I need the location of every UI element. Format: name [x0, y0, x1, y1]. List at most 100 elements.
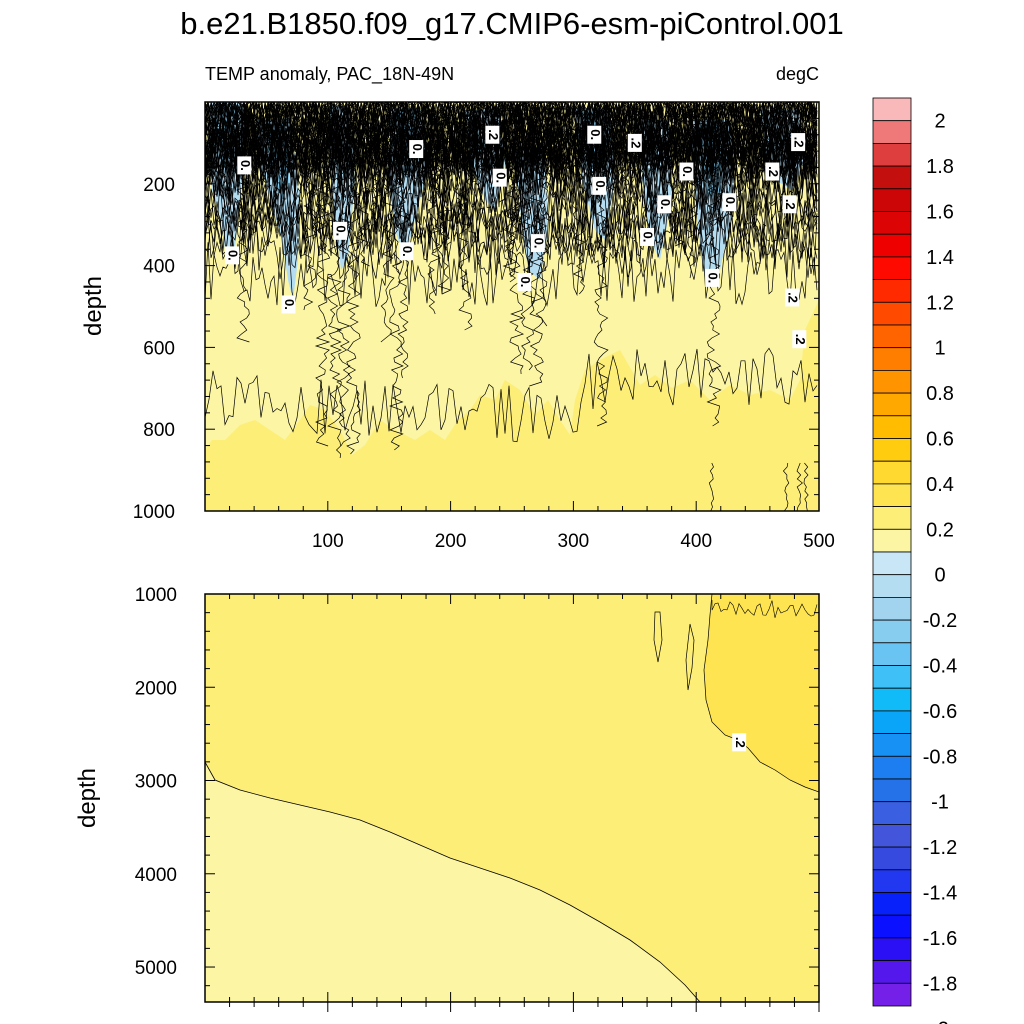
contour-label: .2 — [792, 330, 808, 349]
colorbar-label: 0 — [934, 565, 945, 587]
colorbar-label: 1.6 — [926, 202, 954, 224]
upper-y-tick-label: 200 — [143, 175, 175, 196]
contour-label: 0. — [399, 242, 415, 261]
colorbar-label: -1.4 — [923, 883, 957, 905]
contour-line — [205, 143, 818, 213]
colorbar-box — [872, 869, 912, 893]
contour-line — [706, 102, 722, 427]
contour-label: 0. — [517, 272, 533, 291]
contour-line — [205, 138, 818, 203]
colorbar-label: -2 — [931, 1019, 949, 1024]
svg-text:0.: 0. — [706, 272, 721, 283]
svg-text:0.: 0. — [282, 299, 297, 310]
lower-y-tick-label: 1000 — [135, 585, 177, 606]
contour-label: 0. — [705, 268, 721, 287]
colorbar-label: -0.2 — [923, 610, 957, 632]
lower-contour-labels: .2 — [732, 733, 748, 752]
svg-text:0.: 0. — [493, 172, 508, 183]
lower-contour-small-2 — [685, 623, 695, 691]
contour-line — [571, 102, 587, 295]
upper-x-tick-label: 500 — [803, 531, 835, 552]
colorbar-label: 0.4 — [926, 474, 954, 496]
contour-label: .2 — [784, 288, 801, 307]
colorbar-box — [872, 937, 912, 962]
colorbar-box — [872, 914, 912, 939]
contour-label: 0. — [587, 125, 603, 144]
colorbar-box — [872, 97, 912, 122]
contour-line — [457, 102, 473, 331]
colorbar-box — [872, 733, 912, 757]
colorbar-box — [872, 324, 912, 349]
contour-label: 0. — [679, 162, 695, 181]
svg-text:0.: 0. — [658, 199, 673, 210]
contour-label: .2 — [627, 133, 643, 152]
contour-label: 0. — [592, 176, 608, 195]
colorbar-label: -0.8 — [923, 746, 957, 768]
colorbar-label: 0.2 — [926, 519, 954, 541]
colorbar-box — [872, 438, 912, 462]
lower-y-tick-label: 2000 — [135, 678, 177, 699]
colorbar-boxes — [872, 97, 912, 1007]
svg-text:0.: 0. — [641, 232, 656, 243]
contour-line — [389, 102, 404, 451]
colorbar-box — [872, 506, 912, 530]
colorbar-label: -1.6 — [923, 928, 957, 950]
contour-line — [796, 462, 803, 511]
colorbar-box — [872, 665, 912, 689]
svg-text:.2: .2 — [783, 199, 798, 210]
colorbar-label: 1.8 — [926, 156, 954, 178]
lower-panel: 1000 2000 3000 4000 5000 depth .2 — [74, 585, 820, 1012]
svg-text:.2: .2 — [628, 137, 643, 148]
lower-y-tick-label: 3000 — [135, 772, 177, 793]
svg-text:0.: 0. — [400, 246, 415, 257]
contour-label: 0. — [409, 140, 425, 159]
upper-x-tick-label: 400 — [680, 531, 712, 552]
contour-line — [508, 102, 525, 375]
subtitle-left: TEMP anomaly, PAC_18N-49N — [205, 64, 454, 85]
colorbar-box — [872, 483, 912, 507]
contour-line — [395, 102, 410, 379]
figure-title: b.e21.B1850.f09_g17.CMIP6-esm-piControl.… — [180, 6, 843, 41]
colorbar-box — [872, 301, 912, 326]
colorbar-box — [872, 392, 912, 417]
colorbar-label: 2 — [934, 111, 945, 133]
colorbar-box — [872, 642, 912, 666]
upper-ticks — [205, 102, 820, 512]
subtitle-right: degC — [776, 64, 819, 84]
upper-ytick-labels: 200 400 600 800 1000 — [133, 175, 175, 523]
colorbar-label: 0.8 — [926, 383, 954, 405]
contour-line — [708, 462, 714, 511]
lower-y-tick-label: 4000 — [135, 865, 177, 886]
upper-y-tick-label: 400 — [143, 257, 175, 278]
upper-y-axis-label: depth — [80, 276, 107, 336]
contour-line — [520, 102, 536, 371]
contour-line — [356, 102, 371, 267]
contour-line — [380, 102, 395, 343]
colorbar-box — [872, 551, 912, 576]
contour-label: .2 — [732, 733, 748, 752]
lower-frame — [204, 593, 820, 1003]
upper-x-tick-label: 300 — [558, 531, 590, 552]
contour-label: 0. — [530, 234, 546, 253]
contour-label: 0. — [722, 193, 738, 212]
colorbar: 2 1.8 1.6 1.4 1.2 1 0.8 0.6 0.4 0.2 0 -0.2 -0.4 -0.6 -… — [872, 97, 957, 1024]
svg-text:0.: 0. — [226, 250, 241, 261]
colorbar-box — [872, 347, 912, 371]
svg-text:0.: 0. — [531, 238, 546, 249]
upper-contour-labels: 0. 0. 0. 0. 0. 0. .2 0. 0. 0. 0. 0. .2 0. 0. 0. 0. 0. .2 .2… — [225, 125, 808, 349]
contour-line — [436, 102, 452, 295]
contour-label: 0. — [640, 227, 656, 246]
contour-line — [205, 173, 818, 244]
colorbar-box — [872, 460, 912, 485]
colorbar-label: 0.6 — [926, 429, 954, 451]
lower-ticks — [205, 594, 820, 1012]
contour-line — [205, 241, 818, 307]
colorbar-box — [872, 369, 912, 394]
lower-y-axis-label: depth — [74, 768, 101, 828]
contour-label: 0. — [237, 156, 253, 175]
colorbar-box — [872, 960, 912, 984]
contour-line — [235, 102, 250, 343]
lower-contour-small — [653, 611, 663, 663]
colorbar-box — [872, 574, 912, 598]
